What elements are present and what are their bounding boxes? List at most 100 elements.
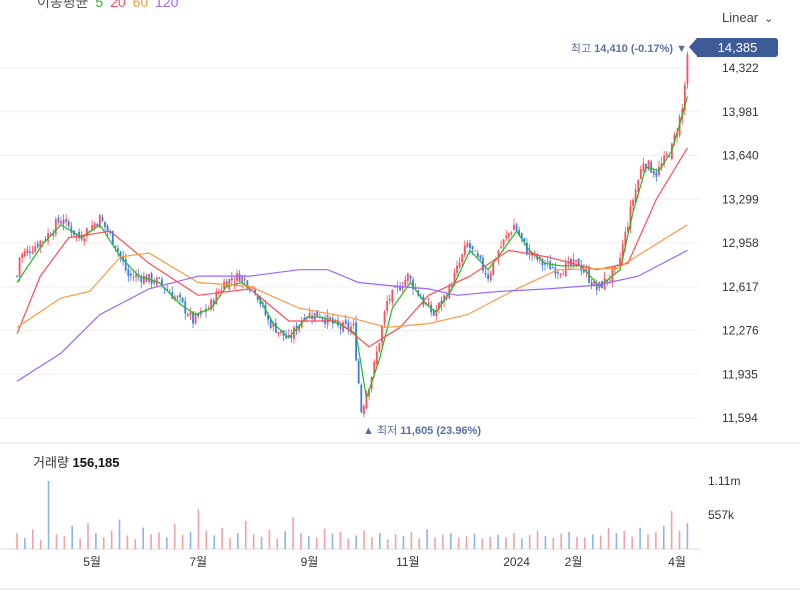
- candle-body: [197, 313, 200, 317]
- scale-select[interactable]: Linear ⌄: [722, 10, 773, 25]
- candle-body: [62, 219, 65, 224]
- volume-bar: [568, 531, 570, 549]
- moving-average-legend: 이동평균 5 20 60 120: [34, 0, 178, 12]
- volume-bar: [87, 523, 89, 549]
- candle-body: [590, 282, 593, 286]
- candle-body: [368, 388, 370, 397]
- candle-body: [365, 394, 368, 408]
- volume-bar: [591, 534, 594, 549]
- candle-body: [412, 279, 414, 290]
- candle-body: [505, 235, 508, 239]
- volume-bar: [55, 534, 58, 549]
- volume-bar: [197, 509, 200, 549]
- volume-bar: [623, 530, 626, 549]
- candle-body: [41, 241, 44, 243]
- volume-bar: [355, 535, 357, 549]
- candle-body: [401, 286, 404, 289]
- ma5-legend[interactable]: 5: [95, 0, 104, 10]
- x-tick-label: 2월: [565, 555, 583, 569]
- candle-body: [111, 231, 114, 245]
- volume-bar: [576, 536, 578, 549]
- volume-bar: [110, 530, 113, 549]
- candle-body: [386, 300, 389, 311]
- candle-body: [83, 238, 86, 242]
- candle-body: [466, 242, 469, 247]
- volume-bar: [655, 531, 657, 549]
- ma60-legend[interactable]: 60: [132, 0, 149, 10]
- candle-body: [639, 169, 642, 180]
- volume-bar: [552, 537, 555, 549]
- candle-body: [65, 218, 68, 222]
- candle-body: [665, 154, 668, 156]
- volume-bar: [284, 531, 286, 549]
- candle-body: [362, 405, 365, 415]
- volume-bar: [363, 530, 365, 549]
- candle-body: [91, 225, 93, 231]
- volume-bar: [631, 536, 634, 549]
- volume-bar: [513, 533, 515, 549]
- x-tick-label: 9월: [301, 555, 319, 569]
- volume-bar: [678, 530, 681, 549]
- candle-body: [148, 274, 150, 282]
- candle-body: [502, 239, 505, 246]
- candle-body: [16, 275, 18, 277]
- candle-body: [533, 252, 536, 254]
- candle-body: [280, 330, 282, 333]
- candle-body: [186, 314, 189, 316]
- volume-bar: [442, 534, 444, 549]
- y-tick-label: 13,299: [722, 192, 759, 206]
- candle-body: [544, 263, 546, 265]
- volume-bar: [339, 531, 342, 549]
- candle-body: [593, 280, 596, 286]
- candle-body: [399, 287, 401, 291]
- candle-body: [541, 259, 544, 266]
- candle-body: [23, 251, 26, 257]
- candle-body: [150, 273, 153, 284]
- volume-bar: [331, 533, 334, 549]
- candle-body: [241, 276, 244, 283]
- volume-bar: [489, 536, 492, 549]
- volume-bar: [189, 531, 192, 549]
- volume-bar: [292, 517, 294, 549]
- volume-bar: [47, 481, 50, 549]
- candle-body: [166, 289, 169, 291]
- candle-body: [321, 317, 324, 320]
- volume-bar: [229, 537, 231, 549]
- candle-body: [523, 238, 526, 242]
- candle-body: [427, 302, 430, 306]
- candle-body: [520, 233, 523, 239]
- volume-bar: [31, 529, 34, 549]
- volume-bar: [410, 531, 413, 549]
- candle-body: [44, 239, 47, 241]
- candle-body: [507, 233, 510, 237]
- candle-body: [293, 327, 295, 339]
- candle-body: [238, 274, 241, 282]
- candle-body: [158, 277, 161, 279]
- volume-bar: [434, 537, 436, 549]
- candle-body: [608, 279, 611, 281]
- y-tick-label: 12,958: [722, 236, 759, 250]
- ma120-legend[interactable]: 120: [155, 0, 179, 10]
- candle-body: [176, 296, 179, 298]
- candle-body: [634, 189, 637, 203]
- candle-body: [70, 226, 73, 233]
- candle-body: [458, 262, 461, 268]
- volume-bar: [308, 536, 310, 549]
- volume-bar: [276, 538, 279, 549]
- candle-body: [85, 228, 88, 237]
- candle-body: [526, 242, 528, 255]
- candle-body: [233, 282, 236, 284]
- volume-bar: [63, 536, 66, 549]
- candle-body: [287, 334, 290, 338]
- volume-bar: [449, 533, 452, 549]
- candle-body: [582, 268, 585, 273]
- candle-body: [404, 279, 407, 287]
- candle-body: [461, 254, 464, 263]
- candle-body: [619, 257, 622, 267]
- candle-body: [357, 360, 360, 384]
- volume-bar: [402, 536, 405, 549]
- ma20-legend[interactable]: 20: [110, 0, 126, 10]
- candle-body: [595, 283, 598, 290]
- candle-body: [570, 259, 572, 266]
